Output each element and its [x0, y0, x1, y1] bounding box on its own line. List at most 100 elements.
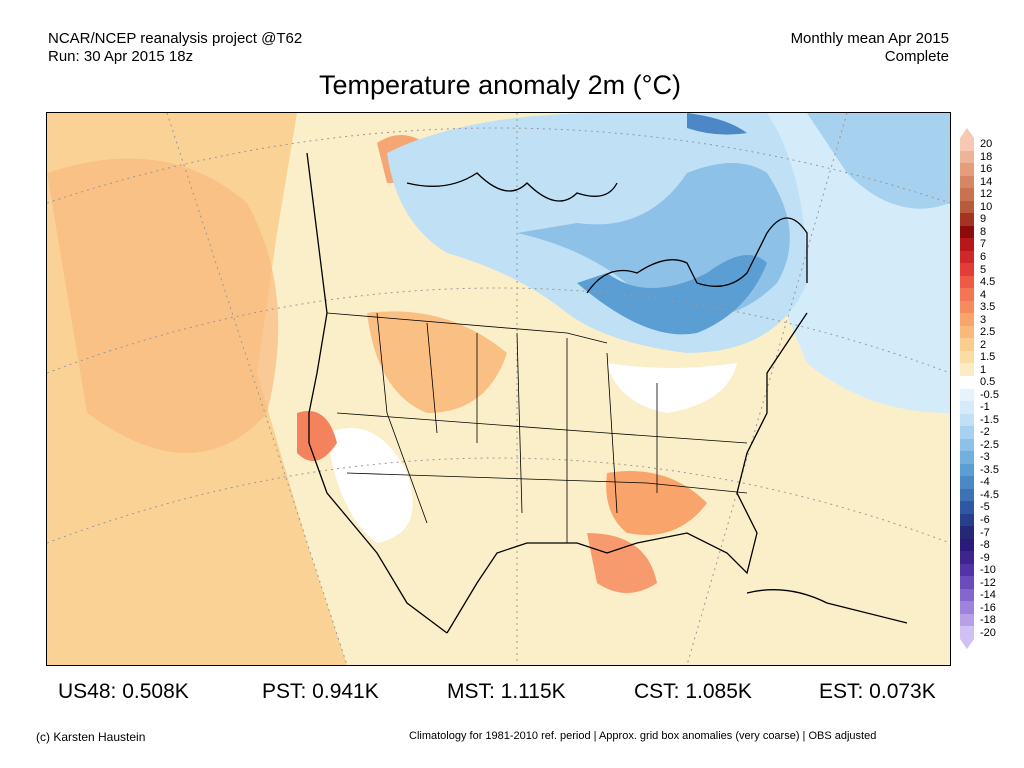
period-label: Monthly mean Apr 2015	[790, 30, 949, 47]
anomaly-map	[46, 112, 951, 666]
footnote-label: Climatology for 1981-2010 ref. period | …	[409, 730, 877, 742]
stat-us48: US48: 0.508K	[58, 680, 189, 703]
colorbar-tick-label: 7	[980, 238, 987, 251]
colorbar-segment	[960, 313, 974, 327]
political-borders	[326, 312, 748, 543]
status-label: Complete	[884, 48, 949, 65]
colorbar-segment	[960, 538, 974, 552]
colorbar-segment	[960, 526, 974, 540]
colorbar-tick-label: 2	[980, 338, 987, 351]
california-warm-spot	[297, 411, 337, 461]
colorbar-segment	[960, 200, 974, 214]
colorbar-segment	[960, 463, 974, 477]
colorbar-segment	[960, 476, 974, 490]
colorbar-tick-label: -3	[980, 451, 990, 464]
colorbar-segment	[960, 413, 974, 427]
colorbar-segment	[960, 275, 974, 289]
colorbar-tick-label: 18	[980, 150, 993, 163]
colorbar-top-arrow	[960, 128, 974, 138]
great-lakes-cold-core	[577, 255, 767, 335]
colorbar-segment	[960, 375, 974, 389]
colorbar-segment	[960, 288, 974, 302]
north-cold-spot	[687, 113, 747, 135]
colorbar-tick-label: 12	[980, 188, 993, 201]
colorbar-bottom-arrow	[960, 639, 974, 649]
colorbar-segment	[960, 188, 974, 202]
colorbar-segment	[960, 426, 974, 440]
colorbar-tick-label: -12	[980, 576, 996, 589]
colorbar-tick-label: 4.5	[980, 276, 996, 289]
colorbar-tick-label: -2.5	[980, 438, 999, 451]
colorbar-segment	[960, 401, 974, 415]
map-title: Temperature anomaly 2m (°C)	[319, 70, 681, 100]
colorbar-segment	[960, 451, 974, 465]
colorbar-segment	[960, 563, 974, 577]
colorbar-tick-label: 3.5	[980, 301, 996, 314]
colorbar-segment	[960, 388, 974, 402]
colorbar-scale	[960, 138, 974, 640]
colorbar-segment	[960, 501, 974, 515]
colorbar-tick-label: -1.5	[980, 413, 999, 426]
southwest-neutral-region	[327, 428, 413, 543]
colorbar-tick-label: -3.5	[980, 463, 999, 476]
colorbar-segment	[960, 213, 974, 227]
header-left: NCAR/NCEP reanalysis project @T62 Run: 3…	[48, 30, 302, 66]
colorbar-segment	[960, 163, 974, 177]
graticule	[47, 113, 950, 665]
colorbar-segment	[960, 138, 974, 152]
colorbar: 20 18 16 14 12 10 9 8 7 6 5 4.5 4 3.5 3 2.5 2 1.5 1 0.5 -0.5…	[958, 128, 1024, 653]
colorbar-tick-label: 1	[980, 363, 987, 376]
colorbar-tick-label: -18	[980, 614, 996, 627]
colorbar-segment	[960, 338, 974, 352]
colorbar-tick-label: -9	[980, 551, 990, 564]
colorbar-tick-label: 4	[980, 288, 987, 301]
colorbar-tick-label: -2	[980, 426, 990, 439]
colorbar-tick-label: -4.5	[980, 488, 999, 501]
colorbar-tick-label: -1	[980, 401, 990, 414]
greenland-cold-region	[807, 113, 950, 209]
colorbar-segment	[960, 576, 974, 590]
colorbar-tick-label: 6	[980, 250, 987, 263]
colorbar-segment	[960, 438, 974, 452]
colorbar-segment	[960, 175, 974, 189]
colorbar-tick-label: -20	[980, 626, 996, 639]
stat-pst: PST: 0.941K	[262, 680, 379, 703]
colorbar-segment	[960, 613, 974, 627]
colorbar-tick-label: -16	[980, 601, 996, 614]
colorbar-segment	[960, 325, 974, 339]
source-label: NCAR/NCEP reanalysis project @T62	[48, 30, 303, 47]
credit-label: (c) Karsten Haustein	[36, 730, 146, 744]
colorbar-tick-label: 0.5	[980, 376, 996, 389]
colorbar-segment	[960, 488, 974, 502]
colorbar-tick-label: -14	[980, 589, 996, 602]
colorbar-tick-label: -10	[980, 564, 996, 577]
plains-warm-region	[367, 311, 507, 413]
colorbar-tick-label: -0.5	[980, 388, 999, 401]
colorbar-tick-label: 1.5	[980, 351, 996, 364]
colorbar-tick-label: 16	[980, 163, 993, 176]
colorbar-tick-label: 3	[980, 313, 987, 326]
stat-mst: MST: 1.115K	[447, 680, 566, 703]
colorbar-tick-label: 2.5	[980, 326, 996, 339]
colorbar-segment	[960, 363, 974, 377]
map-canvas	[47, 113, 950, 665]
gulf-warm-spot	[587, 533, 657, 593]
colorbar-segment	[960, 250, 974, 264]
colorbar-tick-label: 8	[980, 225, 987, 238]
colorbar-segment	[960, 626, 974, 640]
colorbar-segment	[960, 513, 974, 527]
colorbar-tick-label: 5	[980, 263, 987, 276]
colorbar-segment	[960, 300, 974, 314]
colorbar-tick-label: 20	[980, 138, 993, 151]
colorbar-tick-label: -7	[980, 526, 990, 539]
colorbar-tick-label: -6	[980, 514, 990, 526]
colorbar-segment	[960, 601, 974, 615]
pacific-warm-core	[47, 158, 279, 454]
colorbar-tick-label: 9	[980, 213, 987, 226]
colorbar-segment	[960, 551, 974, 565]
run-label: Run: 30 Apr 2015 18z	[48, 48, 194, 65]
colorbar-segment	[960, 263, 974, 277]
colorbar-segment	[960, 238, 974, 252]
colorbar-segment	[960, 350, 974, 364]
colorbar-tick-label: 10	[980, 200, 993, 213]
